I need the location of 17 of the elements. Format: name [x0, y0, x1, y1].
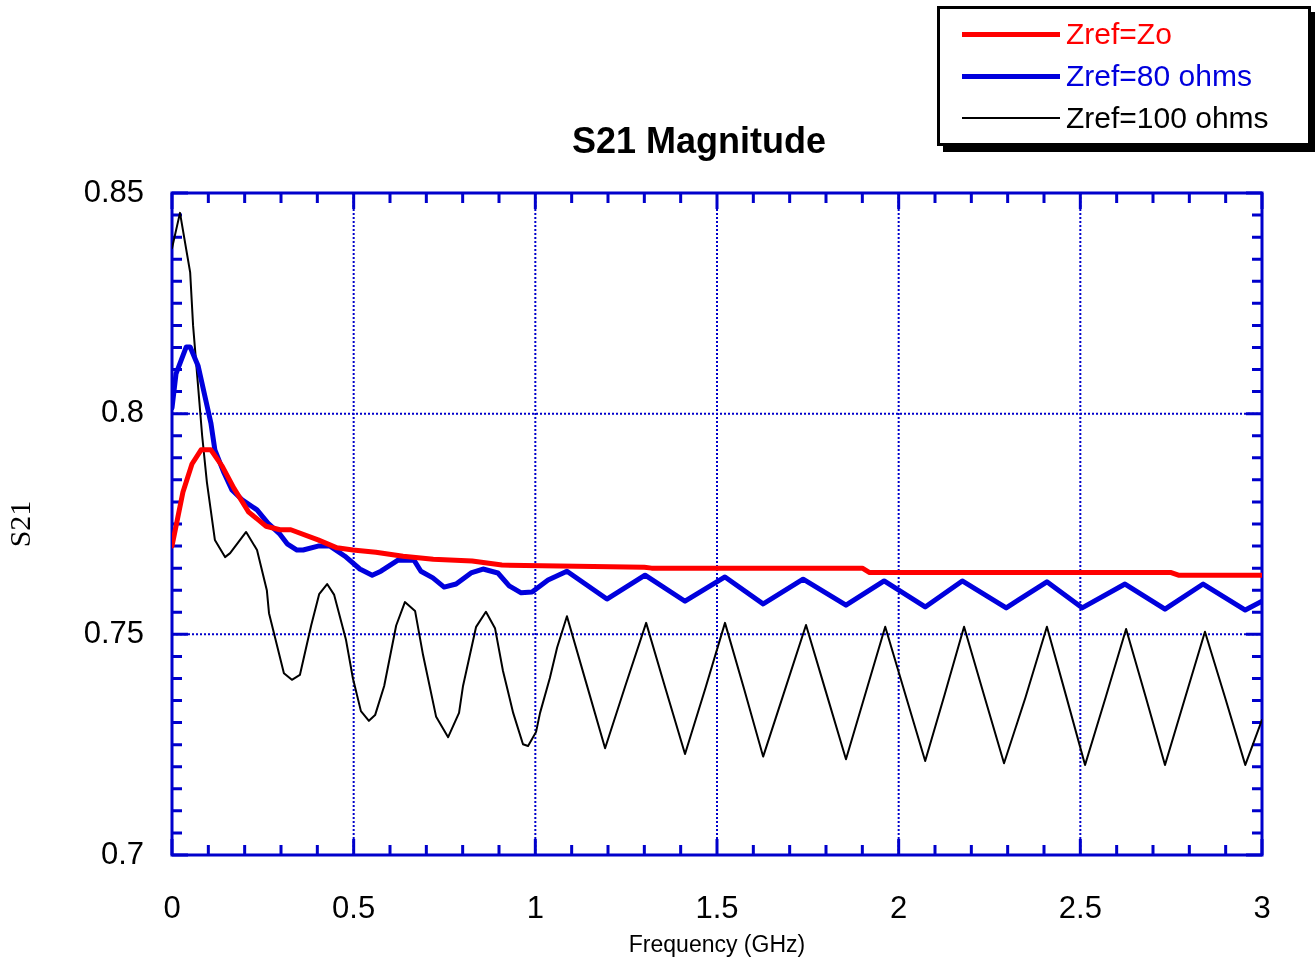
- x-tick-label: 0.5: [332, 890, 376, 926]
- y-axis-title: S21: [2, 500, 36, 548]
- x-tick-label: 1.5: [695, 890, 739, 926]
- x-tick-label: 2.5: [1058, 890, 1102, 926]
- legend-label: Zref=80 ohms: [1066, 59, 1252, 93]
- x-tick-label: 1: [526, 890, 544, 926]
- legend-label: Zref=100 ohms: [1066, 101, 1269, 135]
- legend-label: Zref=Zo: [1066, 17, 1172, 51]
- y-tick-label: 0.85: [83, 173, 144, 209]
- y-tick-label: 0.7: [100, 835, 144, 871]
- x-tick-label: 0: [163, 890, 181, 926]
- x-tick-label: 3: [1253, 890, 1271, 926]
- y-tick-label: 0.8: [100, 394, 144, 430]
- x-axis-title: Frequency (GHz): [628, 930, 806, 957]
- y-tick-label: 0.75: [83, 614, 144, 650]
- x-tick-label: 2: [890, 890, 908, 926]
- chart-title: S21 Magnitude: [571, 119, 827, 161]
